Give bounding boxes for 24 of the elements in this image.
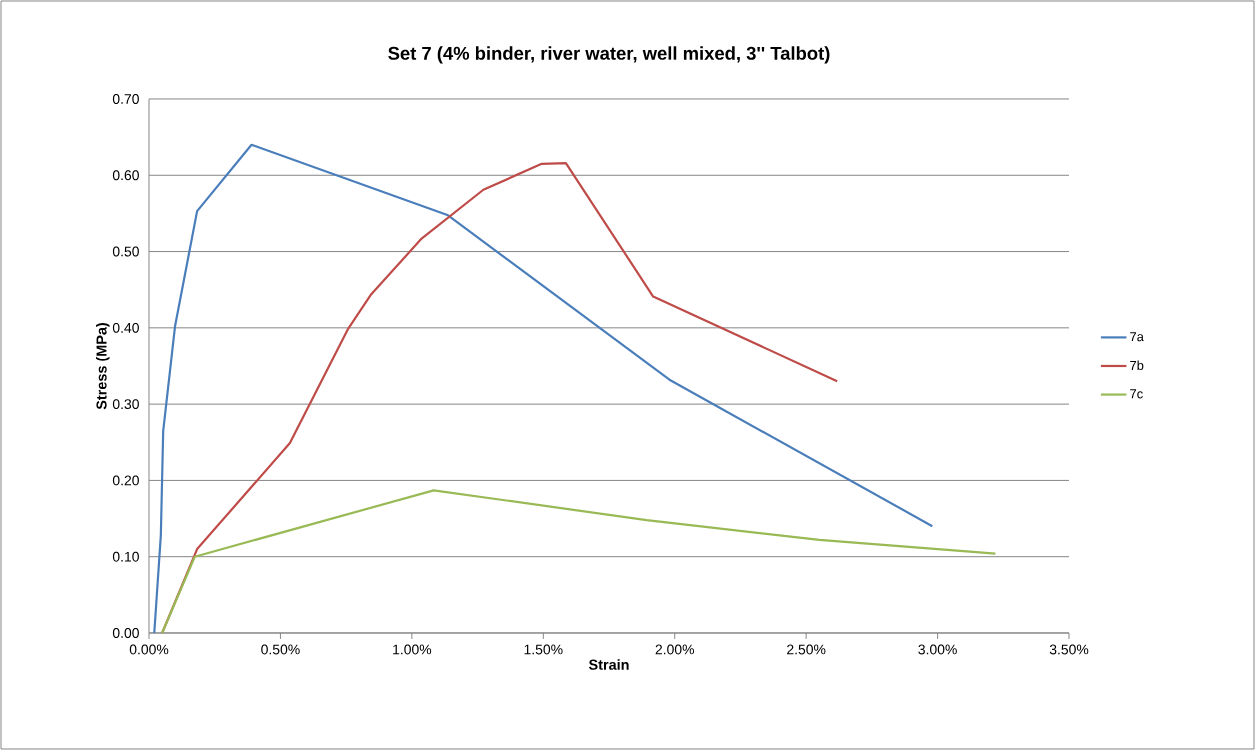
y-tick-label: 0.60 <box>112 170 139 181</box>
y-tick-label: 0.50 <box>112 246 139 257</box>
x-tick-label: 2.50% <box>787 644 826 655</box>
y-tick-label: 0.30 <box>112 399 139 410</box>
y-tick-label: 0.10 <box>112 551 139 562</box>
y-tick-label: 0.00 <box>112 628 139 638</box>
legend-label: 7c <box>1130 389 1143 399</box>
line-series <box>153 143 934 633</box>
chart-title: Set 7 (4% binder, river water, well mixed, 3'' Talbot) <box>388 46 830 64</box>
x-tick-label: 3.50% <box>1049 644 1089 655</box>
x-tick-label: 3.00% <box>918 644 957 655</box>
y-tick-label: 0.70 <box>112 94 139 104</box>
y-tick-label: 0.40 <box>112 322 139 333</box>
legend-label: 7b <box>1130 360 1144 371</box>
x-tick-label: 1.50% <box>524 644 563 655</box>
y-axis-title: Stress (MPa) <box>96 322 110 410</box>
x-tick-label: 0.00% <box>129 644 169 655</box>
x-tick-label: 1.00% <box>393 644 432 655</box>
x-tick-label: 2.00% <box>655 644 694 655</box>
legend-label: 7a <box>1130 332 1144 342</box>
y-tick-label: 0.20 <box>112 475 139 486</box>
x-axis-title: Strain <box>588 659 629 670</box>
x-tick-label: 0.50% <box>261 644 300 655</box>
line-series <box>161 489 997 633</box>
